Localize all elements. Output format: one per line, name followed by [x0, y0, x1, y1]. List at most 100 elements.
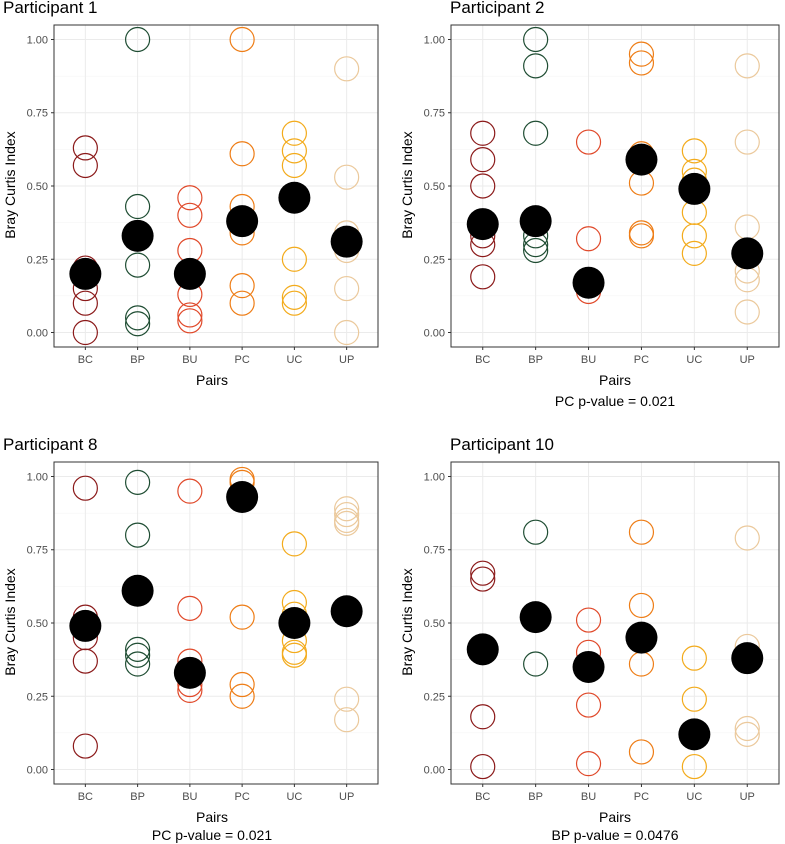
y-tick-label: 0.50 [424, 618, 445, 630]
x-tick-label: UP [339, 791, 354, 803]
point-pc [628, 50, 655, 76]
point-bp [125, 522, 151, 548]
grid [54, 25, 378, 347]
point-up [334, 707, 360, 733]
point-bp [125, 636, 151, 662]
x-tick-label: BP [130, 791, 145, 803]
point-bp [523, 26, 549, 53]
mean-marker-uc [278, 607, 311, 639]
panel-participant-8: Participant 8 Bray Curtis Index Pairs PC… [2, 435, 379, 843]
point-bp [125, 26, 151, 53]
point-bu [575, 226, 602, 252]
point-up [334, 496, 360, 522]
mean-marker-bc [466, 633, 499, 666]
point-up [734, 525, 760, 551]
x-tick-label: BU [581, 354, 596, 366]
x-tick-label: PC [234, 791, 249, 803]
point-bc [470, 264, 496, 290]
y-axis-label: Bray Curtis Index [399, 568, 415, 675]
point-uc [281, 284, 307, 310]
mean-marker-up [731, 642, 764, 675]
point-bu [177, 185, 203, 211]
y-tick-label: 0.00 [27, 328, 48, 340]
point-bp [523, 53, 549, 79]
point-bc [470, 560, 496, 586]
x-tick-label: PC [634, 354, 649, 366]
x-tick-label: BU [182, 354, 197, 366]
x-axis-label: Pairs [196, 809, 228, 825]
point-bu [177, 478, 203, 504]
point-bc [72, 733, 98, 759]
point-uc [281, 290, 307, 316]
y-axis-label: Bray Curtis Index [2, 568, 18, 675]
point-uc [681, 138, 707, 164]
x-tick-label: BP [130, 354, 145, 366]
panel-participant-1: Participant 1 Bray Curtis Index Pairs 0.… [2, 0, 379, 388]
y-tick-label: 0.75 [424, 108, 445, 120]
x-tick-label: PC [234, 354, 249, 366]
panel-border [450, 461, 780, 785]
mean-marker-bu [173, 257, 206, 290]
point-bc [470, 704, 496, 730]
panel-border [450, 24, 780, 348]
point-bc [72, 152, 98, 179]
point-pc [628, 41, 655, 67]
mean-marker-uc [678, 718, 711, 751]
y-tick-label: 0.00 [424, 765, 445, 777]
point-uc [281, 246, 307, 272]
point-uc [681, 645, 707, 671]
mean-marker-bp [519, 205, 552, 238]
point-uc [281, 152, 307, 179]
x-tick-label: UP [740, 791, 755, 803]
y-tick-label: 1.00 [27, 471, 48, 483]
point-bp [523, 651, 549, 677]
point-pc [628, 739, 655, 765]
mean-marker-bu [572, 266, 605, 299]
mean-marker-up [330, 595, 363, 628]
x-tick-label: BU [182, 791, 197, 803]
point-bc [72, 648, 98, 674]
point-bc [470, 120, 496, 146]
x-tick-label: PC [634, 791, 649, 803]
mean-marker-pc [625, 143, 658, 176]
point-bp [523, 120, 549, 146]
panel-participant-10: Participant 10 Bray Curtis Index Pairs B… [399, 435, 780, 843]
x-tick-label: UC [286, 354, 302, 366]
y-tick-label: 0.25 [424, 691, 445, 703]
point-up [734, 299, 760, 325]
mean-marker-bu [173, 656, 206, 689]
point-up [334, 686, 360, 712]
point-up [734, 721, 760, 747]
point-pc [628, 519, 655, 545]
x-tick-label: UP [740, 354, 755, 366]
x-axis-label: Pairs [196, 372, 228, 388]
p-value-note: PC p-value = 0.021 [152, 827, 272, 843]
y-tick-label: 0.75 [27, 108, 48, 120]
point-bc [72, 135, 98, 161]
point-bp [125, 642, 151, 668]
mean-marker-up [731, 237, 764, 270]
point-up [334, 319, 360, 346]
point-up [334, 501, 360, 528]
point-bp [125, 252, 151, 278]
x-tick-label: BC [78, 354, 93, 366]
point-uc [281, 531, 307, 557]
point-bp [125, 311, 151, 337]
x-tick-label: BP [528, 791, 543, 803]
mean-marker-bp [121, 574, 154, 607]
point-bp [523, 519, 549, 545]
x-tick-label: UC [686, 791, 702, 803]
p-value-note: PC p-value = 0.021 [555, 393, 675, 409]
point-bu [177, 302, 203, 328]
y-tick-label: 1.00 [424, 34, 445, 46]
panel-border [53, 24, 379, 348]
point-up [334, 510, 360, 536]
point-bc [72, 475, 98, 501]
x-tick-label: BP [528, 354, 543, 366]
point-pc [628, 592, 655, 619]
mean-marker-bp [519, 601, 552, 634]
y-tick-label: 0.50 [27, 618, 48, 630]
x-tick-label: UC [286, 791, 302, 803]
point-uc [281, 642, 307, 668]
